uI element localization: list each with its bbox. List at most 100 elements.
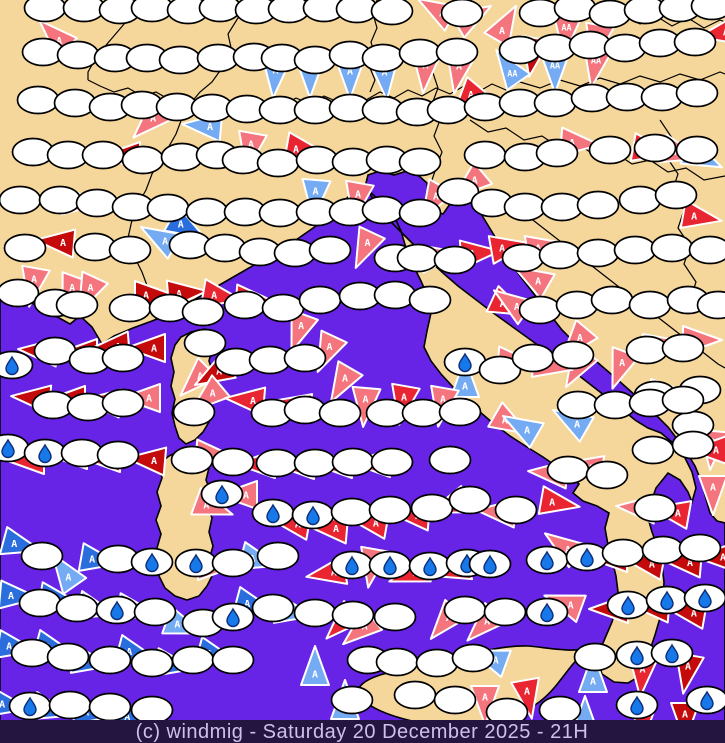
raindrop-icon [621, 595, 635, 616]
station-ellipse [448, 485, 492, 515]
pennant-label: A [151, 456, 157, 467]
wind-pennant: A [537, 485, 581, 515]
station-ellipse [661, 333, 705, 363]
station-ellipse [633, 493, 677, 523]
pennant-label: A [472, 176, 478, 187]
station-ellipse [368, 495, 412, 525]
station-ellipse [573, 642, 617, 672]
station-ellipse [393, 680, 437, 710]
pennant-label: A [162, 237, 168, 248]
station-ellipse [101, 343, 145, 373]
pennant-label: A [244, 599, 250, 610]
pennant-label: A [462, 382, 468, 393]
station-ellipse [23, 0, 67, 23]
station-ellipse [415, 648, 459, 678]
station-ellipse [181, 297, 225, 327]
station-ellipse [46, 642, 90, 672]
station-ellipse [261, 293, 305, 323]
pennant-label: AA [550, 62, 560, 72]
pennant-label: A [216, 367, 222, 378]
wind-pennant: A [698, 475, 725, 516]
station-ellipse [298, 285, 342, 315]
station-ellipse [433, 245, 477, 275]
pennant-label: A [535, 277, 541, 288]
station-ellipse [171, 645, 215, 675]
station-ellipse [23, 438, 67, 468]
station-ellipse [603, 33, 647, 63]
station-ellipse [256, 148, 300, 178]
pennant-label: A [331, 568, 337, 579]
station-ellipse [0, 185, 42, 215]
pennant-label: A [468, 90, 474, 101]
pennant-label: A [381, 68, 387, 79]
pennant-label: A [691, 609, 697, 620]
station-ellipse [256, 541, 300, 571]
pennant-label: AA [507, 70, 517, 80]
pennant-label: A [174, 620, 180, 631]
pennant-label: A [89, 555, 95, 566]
station-ellipse [535, 138, 579, 168]
station-ellipse [443, 595, 487, 625]
station-ellipse [170, 445, 214, 475]
raindrop-icon [540, 602, 554, 623]
wind-pennant: A [354, 225, 386, 269]
raindrop-icon [345, 555, 359, 576]
wind-pennant: A [483, 4, 517, 48]
station-ellipse [615, 690, 659, 720]
station-ellipse [538, 695, 582, 725]
station-ellipse [211, 602, 255, 632]
station-ellipse [0, 433, 30, 463]
pennant-label: A [150, 113, 156, 124]
pennant-label: A [456, 62, 462, 73]
station-ellipse [108, 235, 152, 265]
station-ellipse [130, 0, 174, 23]
pennant-label: A [713, 446, 719, 457]
station-ellipse [368, 550, 412, 580]
station-ellipse [370, 447, 414, 477]
pennant-label: A [710, 483, 716, 494]
pennant-label: A [176, 289, 182, 300]
station-ellipse [438, 397, 482, 427]
station-ellipse [211, 447, 255, 477]
wind-pennant: A [125, 446, 168, 477]
station-ellipse [585, 460, 629, 490]
station-ellipse [291, 500, 335, 530]
station-ellipse [361, 195, 405, 225]
pennant-label: A [493, 656, 499, 667]
raindrop-icon [1, 438, 15, 459]
pennant-label: A [524, 426, 530, 437]
pennant-label: A [11, 539, 17, 550]
station-ellipse [451, 643, 495, 673]
station-ellipse [331, 447, 375, 477]
pennant-label: A [0, 700, 5, 711]
station-ellipse [576, 190, 620, 220]
pennant-label: A [243, 491, 249, 502]
station-ellipse [633, 133, 677, 163]
station-ellipse [631, 435, 675, 465]
raindrop-icon [383, 555, 397, 576]
station-ellipse [511, 343, 555, 373]
station-ellipse [673, 27, 717, 57]
station-ellipse [330, 497, 374, 527]
pennant-label: A [298, 321, 304, 332]
station-ellipse [308, 235, 352, 265]
wind-pennant: A [51, 552, 88, 595]
pennant-label: A [8, 591, 14, 602]
station-ellipse [48, 690, 92, 720]
station-ellipse [283, 343, 327, 373]
pennant-label: A [619, 358, 625, 369]
pennant-label: A [248, 140, 254, 151]
station-ellipse [130, 547, 174, 577]
station-ellipse [203, 233, 247, 263]
pennant-label: A [484, 616, 490, 627]
wind-pennant: A [34, 228, 77, 259]
station-ellipse [576, 238, 620, 268]
pennant-label: A [682, 710, 688, 721]
raindrop-icon [5, 355, 19, 376]
caption-bar [0, 720, 725, 743]
pennant-label: A [250, 396, 256, 407]
station-ellipse [293, 45, 337, 75]
station-ellipse [133, 597, 177, 627]
station-ellipse [183, 328, 227, 358]
station-ellipse [223, 290, 267, 320]
